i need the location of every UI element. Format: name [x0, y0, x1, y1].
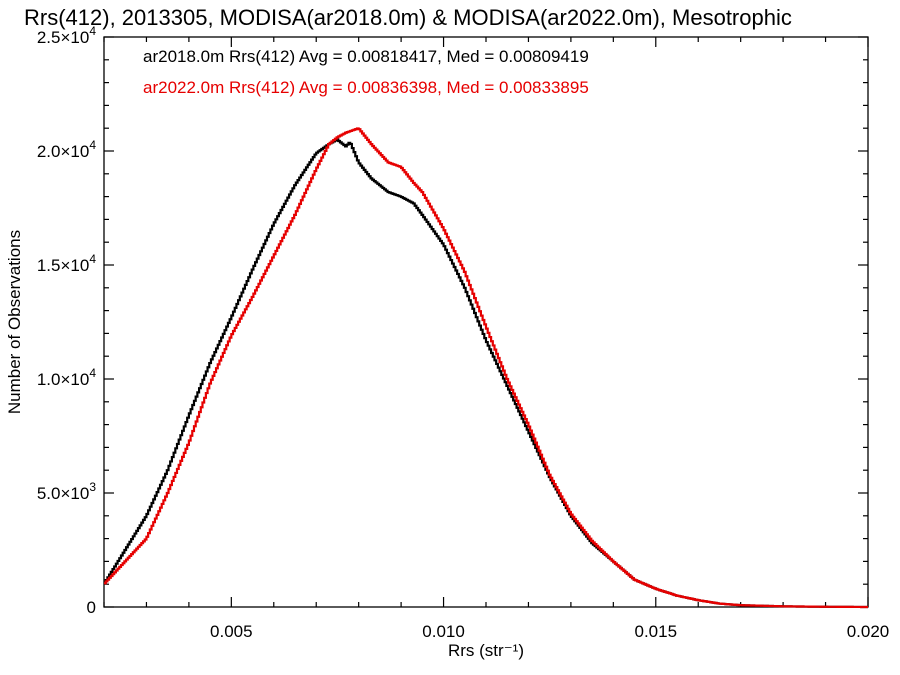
y-tick-label: 2.5×104 — [37, 24, 96, 47]
legend-entry-1: ar2018.0m Rrs(412) Avg = 0.00818417, Med… — [143, 47, 589, 66]
plot-frame — [103, 36, 869, 608]
y-tick-label: 1.0×104 — [37, 366, 96, 389]
y-axis-label: Number of Observations — [5, 230, 24, 414]
x-tick-label: 0.010 — [422, 622, 465, 641]
series-ar2022-line — [104, 127, 868, 609]
y-tick-label: 2.0×104 — [37, 138, 96, 161]
x-tick-label: 0.015 — [635, 622, 678, 641]
chart-title: Rrs(412), 2013305, MODISA(ar2018.0m) & M… — [24, 5, 792, 30]
axis-ticks: 0.005 0.010 0.015 0.020 0 5.0×103 1.0×104 1.5×1… — [37, 24, 889, 641]
x-axis-label: Rrs (str⁻¹) — [448, 641, 524, 660]
x-tick-label: 0.005 — [210, 622, 253, 641]
y-tick-label: 1.5×104 — [37, 252, 96, 275]
legend-entry-2: ar2022.0m Rrs(412) Avg = 0.00836398, Med… — [143, 78, 589, 97]
legend: ar2018.0m Rrs(412) Avg = 0.00818417, Med… — [143, 47, 589, 97]
y-tick-label: 0 — [87, 598, 96, 617]
y-tick-label: 5.0×103 — [37, 480, 96, 503]
series-ar2018-line — [104, 138, 868, 609]
x-tick-label: 0.020 — [847, 622, 890, 641]
series-group — [104, 127, 868, 609]
